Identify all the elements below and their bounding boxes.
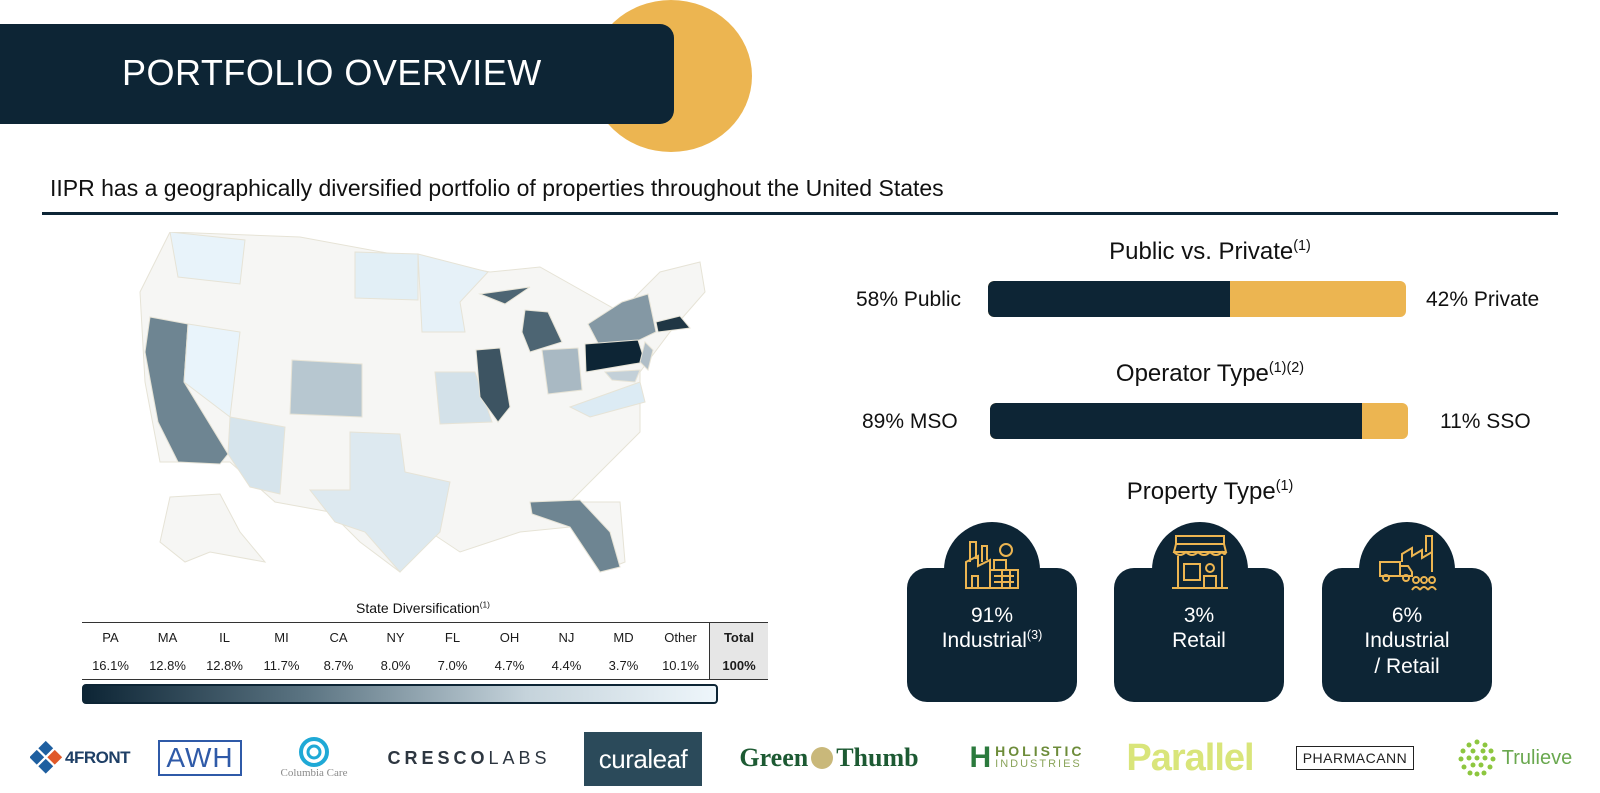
us-state-map: [139, 232, 706, 573]
trulieve-dots-icon: [1458, 739, 1496, 777]
table-cell: 12.8%: [196, 651, 253, 680]
table-cell: 8.7%: [310, 651, 367, 680]
columbia-care-icon: [299, 737, 329, 767]
operator-type-bar: [990, 403, 1408, 439]
logo-curaleaf: curaleaf: [584, 732, 702, 786]
table-cell: FL: [424, 622, 481, 651]
operator-type-title: Operator Type(1)(2): [1115, 360, 1305, 387]
property-card-industrial-retail: 6% Industrial / Retail: [1322, 568, 1492, 702]
card-value: 91%: [970, 604, 1014, 627]
map-state-mo: [434, 371, 493, 425]
card-label: Industrial(3): [941, 628, 1043, 652]
card-label: Retail: [1172, 629, 1226, 652]
table-cell: 7.0%: [424, 651, 481, 680]
card-label-line2: / Retail: [1374, 655, 1440, 678]
map-state-mi: [478, 286, 563, 353]
table-cell: 11.7%: [253, 651, 310, 680]
holistic-wordmark: HOLISTIC INDUSTRIES: [995, 743, 1085, 770]
public-bar-fill: [988, 281, 1231, 317]
public-private-title: Public vs. Private(1): [1109, 238, 1311, 265]
map-state-tx: [308, 431, 451, 573]
truck-factory-icon: [1379, 535, 1437, 591]
storefront-icon: [1172, 535, 1228, 589]
map-state-co: [289, 359, 363, 418]
property-card-industrial: 91% Industrial(3): [907, 568, 1077, 702]
total-value-cell: 100%: [709, 651, 768, 680]
title-banner: PORTFOLIO OVERVIEW: [0, 24, 674, 124]
divider-line: [42, 212, 1558, 215]
public-label: 58% Public: [856, 288, 962, 311]
card-value: 6%: [1391, 604, 1423, 627]
holistic-h-icon: H: [969, 741, 992, 774]
mso-bar-fill: [990, 403, 1363, 439]
table-values-row: 16.1% 12.8% 12.8% 11.7% 8.7% 8.0% 7.0% 4…: [82, 651, 768, 680]
table-cell: 4.7%: [481, 651, 538, 680]
table-cell: 16.1%: [82, 651, 139, 680]
state-diversification-caption: State Diversification(1): [356, 599, 490, 616]
card-value: 3%: [1183, 604, 1215, 627]
page-subtitle: IIPR has a geographically diversified po…: [50, 175, 944, 201]
table-cell: PA: [82, 622, 139, 651]
factory-icon: [965, 541, 1019, 589]
table-header-row: PA MA IL MI CA NY FL OH NJ MD Other Tota…: [82, 622, 768, 651]
total-header-cell: Total: [709, 622, 768, 651]
property-type-title: Property Type(1): [1126, 478, 1294, 505]
table-cell: OH: [481, 622, 538, 651]
color-scale-legend: [82, 684, 718, 704]
map-state-mn: [417, 253, 489, 333]
logo-awh: AWH: [158, 730, 242, 786]
table-cell: 10.1%: [652, 651, 710, 680]
table-cell: 8.0%: [367, 651, 424, 680]
logo-cresco-labs: CRESCO LABS: [387, 747, 551, 768]
table-cell: IL: [196, 622, 253, 651]
table-cell: MI: [253, 622, 310, 651]
mso-label: 89% MSO: [862, 410, 958, 433]
map-state-ma: [655, 315, 691, 333]
page-title: PORTFOLIO OVERVIEW: [122, 52, 542, 93]
table-cell: NJ: [538, 622, 595, 651]
4front-diamond-icon: [30, 740, 63, 774]
table-cell: 12.8%: [139, 651, 196, 680]
public-private-bar: [988, 281, 1406, 317]
logo-4front: 4FRONT: [30, 730, 131, 786]
map-state-nj: [639, 341, 654, 371]
map-state-az: [227, 416, 286, 495]
table-cell: 4.4%: [538, 651, 595, 680]
logo-pharmacann: PHARMACANN: [1290, 730, 1420, 786]
logo-trulieve: Trulieve: [1450, 730, 1578, 786]
table-cell: NY: [367, 622, 424, 651]
private-label: 42% Private: [1426, 288, 1540, 311]
table-cell: CA: [310, 622, 367, 651]
table-cell: MD: [595, 622, 652, 651]
logo-columbia-care: Columbia Care: [268, 730, 360, 786]
state-diversification-table: PA MA IL MI CA NY FL OH NJ MD Other Tota…: [82, 622, 768, 680]
map-state-il: [475, 347, 511, 423]
logo-holistic-industries: H HOLISTIC INDUSTRIES: [956, 730, 1098, 786]
map-state-oh: [541, 347, 583, 395]
sso-label: 11% SSO: [1440, 410, 1531, 433]
property-card-retail: 3% Retail: [1114, 568, 1284, 702]
map-state-md: [603, 369, 641, 383]
map-state-va: [568, 381, 646, 418]
logo-green-thumb: Green Thumb: [739, 743, 919, 772]
map-state-fl: [529, 499, 621, 573]
table-cell: Other: [652, 622, 710, 651]
map-state-ak: [159, 493, 267, 563]
card-label: Industrial: [1364, 629, 1450, 652]
logo-parallel: Parallel: [1126, 736, 1254, 779]
table-cell: 3.7%: [595, 651, 652, 680]
table-cell: MA: [139, 622, 196, 651]
map-state-wa: [169, 232, 246, 285]
map-state-nd: [354, 251, 419, 301]
leaf-icon: [811, 747, 834, 769]
